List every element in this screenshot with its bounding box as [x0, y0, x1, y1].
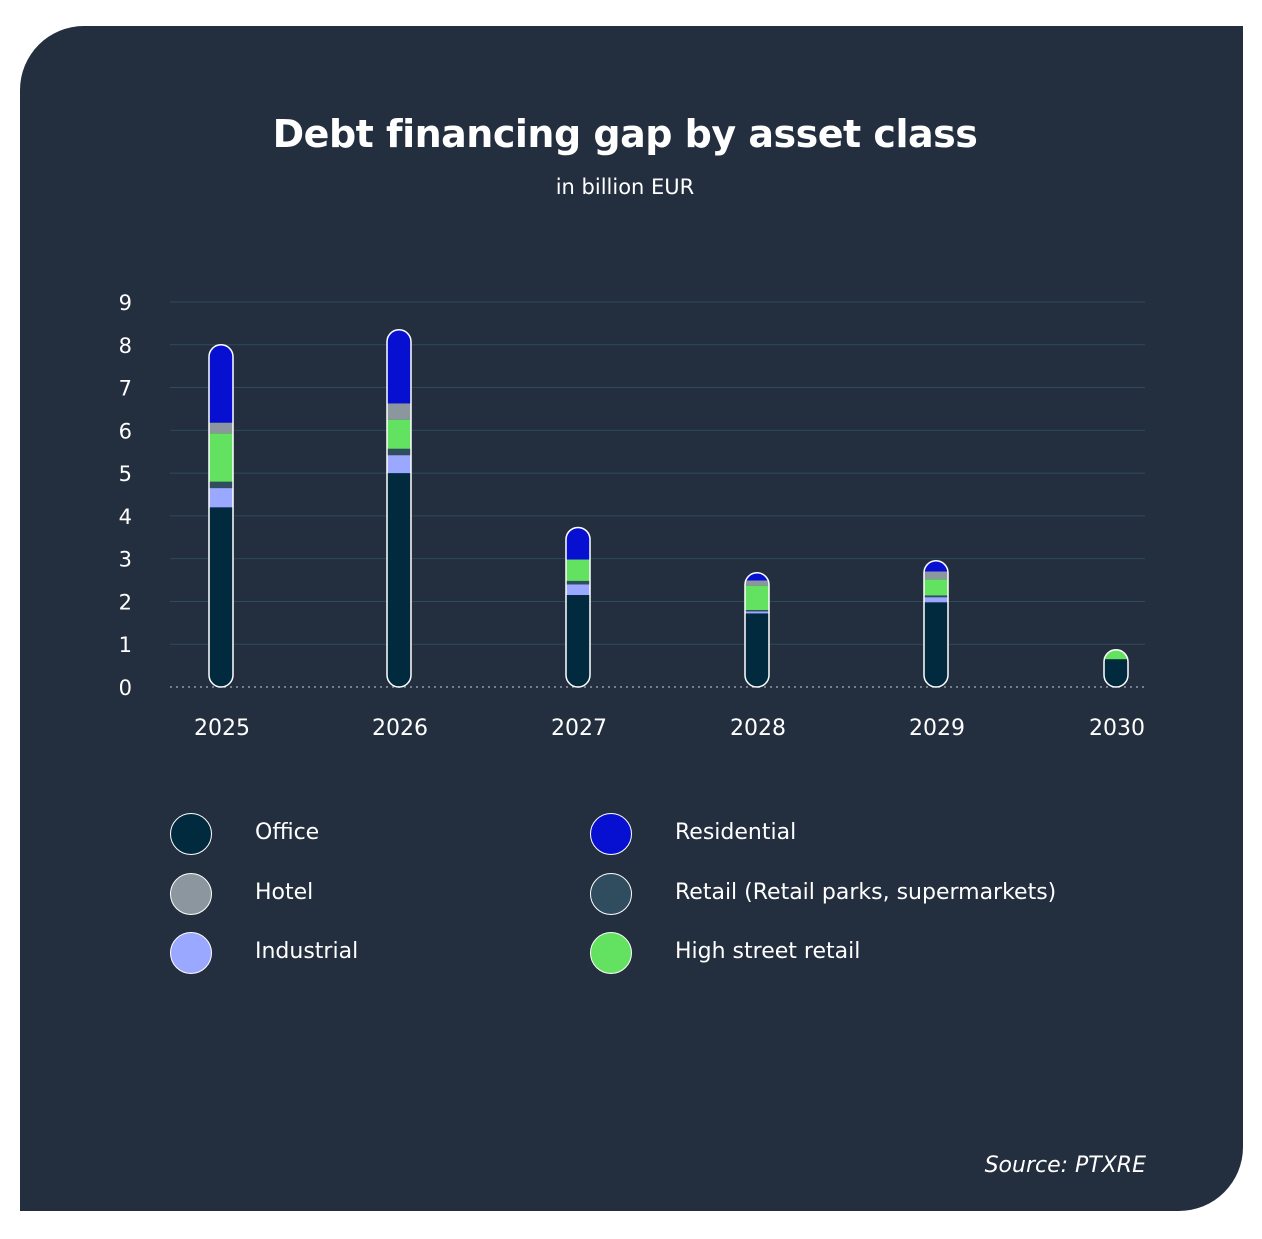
x-tick-label: 2027: [551, 716, 607, 741]
bar-group-2027: [566, 527, 590, 687]
legend-label-industrial: Industrial: [255, 939, 359, 964]
legend-swatch-residential: [590, 813, 632, 855]
bar-segment-retail-retail-parks-supermarkets: [745, 610, 769, 612]
y-tick-label: 2: [119, 590, 132, 614]
x-tick-label: 2029: [909, 716, 965, 741]
bar-segment-residential: [924, 560, 948, 572]
legend-label-hotel: Hotel: [255, 880, 314, 905]
legend-label-retail: Retail (Retail parks, supermarkets): [675, 880, 1057, 905]
legend-label-high-street-retail: High street retail: [675, 939, 861, 964]
bar-segment-retail-retail-parks-supermarkets: [924, 595, 948, 598]
bar-outline: [208, 344, 234, 688]
bar-group-2030: [1104, 649, 1128, 687]
bar-segment-office: [566, 595, 590, 687]
y-tick-label: 9: [119, 291, 132, 315]
legend-label-office: Office: [255, 820, 320, 845]
bar-outline: [1103, 649, 1129, 688]
bar-outline: [923, 560, 949, 688]
bar-segment-hotel: [209, 422, 233, 434]
y-tick-label: 0: [119, 676, 132, 700]
bar-segment-high-street-retail: [566, 559, 590, 581]
bar-segment-industrial: [745, 611, 769, 614]
bar-segment-retail-retail-parks-supermarkets: [566, 580, 590, 585]
bar-segment-residential: [566, 527, 590, 560]
y-tick-label: 4: [119, 505, 132, 529]
x-tick-label: 2028: [730, 716, 786, 741]
legend-label-residential: Residential: [675, 820, 797, 845]
chart-subtitle: in billion EUR: [555, 175, 695, 199]
bar-segment-industrial: [387, 455, 411, 474]
bar-segment-retail-retail-parks-supermarkets: [209, 481, 233, 489]
legend-swatch-industrial: [170, 932, 212, 974]
legend-swatch-retail: [590, 873, 632, 915]
bar-segment-industrial: [209, 488, 233, 508]
bar-segment-office: [387, 473, 411, 687]
bar-segment-office: [924, 602, 948, 687]
bar-segment-hotel: [745, 580, 769, 586]
bar-segment-high-street-retail: [387, 419, 411, 449]
bar-segment-industrial: [566, 584, 590, 596]
bar-segment-residential: [387, 329, 411, 404]
y-tick-label: 8: [119, 334, 132, 358]
bar-outline: [386, 329, 412, 688]
chart-title: Debt financing gap by asset class: [272, 112, 978, 156]
bar-group-2026: [387, 329, 411, 687]
bar-segment-hotel: [924, 571, 948, 580]
source-note: Source: PTXRE: [984, 1153, 1146, 1178]
y-tick-label: 3: [119, 548, 132, 572]
bar-segment-industrial: [924, 597, 948, 603]
bar-segment-office: [209, 507, 233, 687]
bar-outline: [744, 572, 770, 688]
bar-segment-office: [1104, 659, 1128, 687]
y-tick-label: 6: [119, 419, 132, 443]
legend-swatch-office: [170, 813, 212, 855]
bar-segment-high-street-retail: [209, 433, 233, 482]
chart-plot: 0 1 2 3 4 5 6 7 8 9 2025 2026 2027 2028 2029 2030: [119, 291, 1145, 741]
bar-segment-residential: [745, 572, 769, 581]
bar-outline: [565, 526, 591, 688]
bar-segment-high-street-retail: [924, 579, 948, 596]
bar-segment-high-street-retail: [745, 585, 769, 610]
bar-segment-office: [745, 613, 769, 687]
bar-group-2025: [209, 344, 233, 687]
y-tick-label: 7: [119, 377, 132, 401]
x-tick-label: 2030: [1089, 716, 1145, 741]
bar-segment-residential: [209, 344, 233, 423]
bar-segment-hotel: [387, 403, 411, 420]
bar-segment-retail-retail-parks-supermarkets: [387, 448, 411, 456]
x-tick-label: 2025: [194, 716, 250, 741]
y-tick-label: 5: [119, 462, 132, 486]
legend-swatch-hotel: [170, 873, 212, 915]
y-tick-label: 1: [119, 633, 132, 657]
bar-segment-high-street-retail: [1104, 649, 1128, 660]
bar-group-2029: [924, 560, 948, 687]
legend-swatch-high-street-retail: [590, 932, 632, 974]
bar-group-2028: [745, 572, 769, 687]
x-tick-label: 2026: [372, 716, 428, 741]
